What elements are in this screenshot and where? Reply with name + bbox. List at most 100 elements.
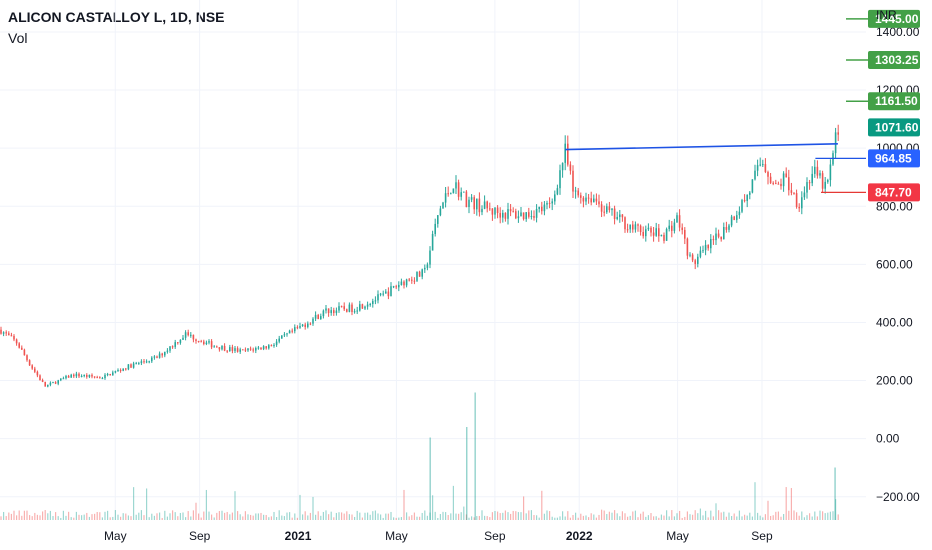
volume-bar [528, 510, 530, 520]
volume-bar [481, 510, 483, 520]
candle-body [390, 286, 392, 297]
volume-bar [460, 512, 462, 520]
candle-body [385, 291, 387, 294]
volume-bar [777, 511, 779, 520]
volume-bar [689, 514, 691, 520]
candle-body [281, 335, 283, 339]
volume-bar [179, 512, 181, 520]
candle-body [213, 346, 215, 348]
candle-body [676, 215, 678, 223]
volume-bar [764, 514, 766, 520]
volume-bar [798, 515, 800, 520]
candle-body [21, 347, 23, 350]
volume-bar [395, 517, 397, 520]
candle-body [242, 349, 244, 351]
volume-bar [341, 512, 343, 520]
volume-bar [489, 517, 491, 520]
candle-body [837, 132, 839, 135]
volume-bar [523, 496, 525, 520]
volume-bar [458, 513, 460, 520]
candle-body [606, 206, 608, 213]
candle-body [608, 206, 611, 211]
volume-bar [367, 512, 369, 520]
candle-body [317, 314, 319, 320]
price-tag-label: 1161.50 [875, 94, 918, 108]
candle-body [650, 227, 652, 233]
candle-body [489, 208, 491, 210]
candle-body [288, 330, 291, 334]
candle-body [580, 195, 582, 198]
candle-body [512, 211, 514, 213]
candle-body [70, 374, 72, 378]
volume-bar [634, 510, 636, 520]
candle-body [569, 164, 572, 171]
candle-body [548, 202, 551, 204]
volume-bar [567, 511, 569, 520]
candle-body [642, 231, 644, 237]
candle-body [86, 375, 88, 377]
candle-body [460, 192, 462, 197]
candle-body [52, 382, 54, 384]
candle-body [327, 308, 330, 314]
candle-body [769, 176, 772, 183]
volume-bar [229, 514, 231, 520]
volume-bar [788, 510, 790, 520]
candle-body [678, 215, 681, 228]
volume-bar [757, 512, 759, 520]
volume-bar [364, 512, 366, 520]
candle-body [736, 215, 738, 220]
volume-bar [330, 511, 332, 520]
candle-body [330, 310, 332, 314]
volume-bar [109, 517, 111, 520]
candle-body [75, 373, 78, 377]
candle-body [743, 200, 746, 202]
volume-bar [809, 513, 811, 520]
volume-bar [247, 514, 249, 520]
candle-body [671, 225, 673, 231]
candle-body [26, 355, 28, 361]
volume-bar [746, 515, 748, 520]
candle-body [166, 350, 169, 352]
volume-bar [673, 516, 675, 520]
candle-body [772, 182, 774, 184]
candle-body [369, 303, 371, 305]
candle-body [299, 326, 301, 328]
volume-bar [120, 516, 122, 520]
candle-body [590, 198, 592, 203]
candle-body [348, 304, 351, 312]
candle-body [416, 271, 418, 281]
candle-body [174, 342, 176, 347]
chart-symbol-title: ALICON CASTALLOY L, 1D, NSE [8, 9, 225, 25]
candle-body [668, 225, 670, 229]
candle-body [715, 233, 717, 241]
candlestick-series [0, 124, 839, 388]
volume-bar [525, 513, 527, 520]
volume-bar [741, 516, 743, 520]
candle-body [255, 348, 257, 351]
candle-body [457, 182, 460, 197]
volume-bar [393, 517, 395, 520]
volume-bar [476, 516, 478, 520]
volume-bar [239, 514, 241, 520]
candle-body [353, 311, 356, 313]
volume-bar [112, 516, 114, 520]
candle-body [684, 229, 686, 239]
volume-bar [424, 510, 426, 520]
volume-bar [218, 511, 220, 520]
candle-body [585, 197, 587, 202]
candle-body [78, 373, 80, 377]
candle-body [421, 269, 423, 277]
volume-spike [834, 467, 836, 520]
candle-body [405, 279, 408, 286]
candle-body [39, 375, 41, 381]
candle-body [486, 201, 488, 209]
candle-body [158, 353, 161, 358]
volume-bar [346, 511, 348, 520]
candle-body [23, 349, 26, 356]
candle-body [387, 291, 390, 297]
volume-bar [790, 488, 792, 520]
volume-bar [559, 516, 561, 520]
volume-bar [590, 513, 592, 520]
volume-bar [185, 517, 187, 520]
